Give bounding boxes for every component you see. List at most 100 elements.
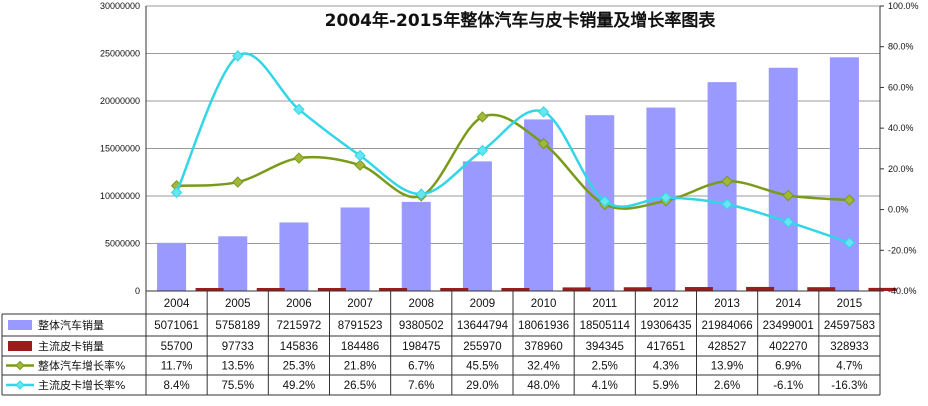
- point-pickup-growth: [293, 103, 305, 116]
- bar-pickup-sales: [379, 288, 408, 291]
- data-label: 184486: [341, 341, 379, 353]
- bar-pickup-sales: [684, 287, 713, 291]
- data-label: 5.9%: [653, 380, 679, 392]
- data-label: 23499001: [763, 320, 814, 332]
- legend-key: [8, 341, 32, 351]
- data-label: 49.2%: [283, 380, 316, 392]
- data-label: 378960: [524, 341, 562, 353]
- data-label: 402270: [769, 341, 807, 353]
- point-total-growth: [782, 189, 794, 202]
- category-label: 2008: [408, 298, 434, 310]
- data-table: 2004 2005 2006 2007 2008 2009 2010 2011 2012 2013…: [1, 290, 881, 396]
- series-name: 主流皮卡增长率%: [38, 378, 125, 392]
- right-tick-label: 20.0%: [888, 164, 914, 174]
- category-label: 2014: [775, 298, 801, 310]
- data-label: 2.6%: [714, 380, 740, 392]
- bar-pickup-sales: [501, 288, 530, 291]
- point-pickup-growth: [476, 144, 489, 157]
- data-label: 6.9%: [775, 361, 801, 373]
- category-label: 2006: [286, 298, 312, 310]
- bar-total-sales: [707, 82, 737, 292]
- legend-key-marker: [15, 380, 25, 390]
- right-tick-label: 40.0%: [888, 123, 914, 133]
- right-tick-label: 100.0%: [888, 1, 919, 11]
- data-label: -6.1%: [773, 380, 803, 392]
- data-label: 21.8%: [344, 361, 377, 373]
- data-label: 4.1%: [592, 380, 618, 392]
- data-label: 2.5%: [592, 361, 618, 373]
- data-label: 21984066: [701, 320, 752, 332]
- bar-total-sales: [401, 201, 431, 291]
- right-tick-label: -40.0%: [888, 286, 917, 296]
- point-total-growth: [232, 176, 244, 188]
- data-label: 5758189: [215, 320, 260, 332]
- data-label: 97733: [222, 341, 254, 353]
- series-name: 整体汽车销量: [38, 318, 104, 332]
- bar-pickup-sales: [317, 288, 346, 291]
- data-label: 48.0%: [527, 380, 560, 392]
- data-label: 5071061: [154, 320, 199, 332]
- bar-total-sales: [524, 119, 554, 291]
- bar-pickup-sales: [807, 287, 836, 291]
- category-label: 2015: [837, 298, 863, 310]
- bar-total-sales: [768, 67, 798, 291]
- point-total-growth: [721, 175, 733, 187]
- data-label: 198475: [402, 341, 440, 353]
- bar-total-sales: [157, 242, 187, 291]
- data-label: 13.5%: [221, 361, 254, 373]
- data-label: 8791523: [338, 320, 383, 332]
- right-tick-label: -20.0%: [888, 245, 917, 255]
- point-pickup-growth: [537, 106, 550, 118]
- point-total-growth: [293, 152, 305, 164]
- left-tick-label: 25000000: [100, 49, 140, 59]
- point-pickup-growth: [721, 198, 733, 210]
- category-label: 2005: [225, 298, 251, 310]
- data-label: 75.5%: [221, 380, 254, 392]
- data-label: 29.0%: [466, 380, 499, 392]
- data-label: 328933: [830, 341, 868, 353]
- series-name: 整体汽车增长率%: [38, 359, 125, 373]
- legend-key: [8, 320, 32, 330]
- data-label: 11.7%: [161, 361, 193, 373]
- data-label: 4.3%: [653, 361, 679, 373]
- category-label: 2013: [714, 298, 740, 310]
- point-pickup-growth: [599, 195, 611, 207]
- bar-total-sales: [340, 207, 370, 291]
- bar-pickup-sales: [746, 286, 775, 291]
- category-label: 2004: [164, 298, 190, 310]
- series-lines: [170, 50, 856, 249]
- category-label: 2009: [470, 298, 496, 310]
- gridlines: [146, 5, 880, 244]
- bar-pickup-sales: [868, 287, 897, 291]
- bar-total-sales: [462, 161, 492, 291]
- right-tick-label: 60.0%: [888, 82, 914, 92]
- category-label: 2011: [592, 298, 617, 310]
- right-tick-label: 0.0%: [888, 205, 909, 215]
- left-tick-label: 0: [135, 286, 140, 296]
- point-pickup-growth: [170, 186, 183, 199]
- chart-title: 2004年-2015年整体汽车与皮卡销量及增长率图表: [325, 10, 717, 31]
- bar-total-sales: [829, 57, 859, 291]
- data-label: 18061936: [518, 320, 569, 332]
- data-label: 24597583: [824, 320, 875, 332]
- bar-total-sales: [218, 236, 248, 291]
- data-label: 32.4%: [527, 361, 560, 373]
- bar-pickup-sales: [195, 288, 224, 291]
- data-label: 25.3%: [283, 361, 316, 373]
- category-label: 2010: [531, 298, 557, 310]
- data-label: 9380502: [399, 320, 444, 332]
- point-pickup-growth: [415, 188, 427, 200]
- data-label: 428527: [708, 341, 746, 353]
- left-tick-label: 30000000: [100, 1, 140, 11]
- data-label: 417651: [647, 341, 685, 353]
- point-total-growth: [354, 159, 366, 171]
- data-label: 13.9%: [711, 361, 744, 373]
- point-pickup-growth: [354, 149, 366, 162]
- point-pickup-growth: [660, 191, 672, 204]
- point-pickup-growth: [782, 216, 794, 228]
- data-label: 4.7%: [836, 361, 862, 373]
- data-label: 26.5%: [344, 380, 377, 392]
- left-tick-label: 5000000: [105, 239, 140, 249]
- right-tick-label: 80.0%: [888, 42, 914, 52]
